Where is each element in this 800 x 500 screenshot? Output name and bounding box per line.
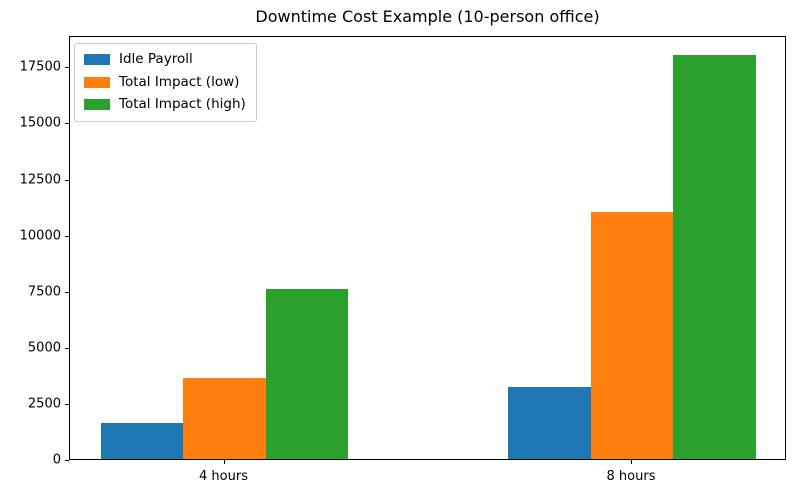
y-tick-mark [65,179,69,181]
y-tick-mark [65,235,69,237]
bar-idle-payroll-8-hours [508,387,591,459]
legend-label: Total Impact (high) [119,96,246,113]
plot-area: Idle Payroll Total Impact (low) Total Impa… [69,36,786,460]
chart-legend: Idle Payroll Total Impact (low) Total Impa… [74,43,257,122]
y-tick-mark [65,347,69,349]
legend-item: Total Impact (low) [84,74,246,92]
chart-title: Downtime Cost Example (10-person office) [255,7,600,26]
y-tick-mark [65,291,69,293]
y-tick-label: 17500 [19,59,61,75]
y-tick-mark [65,460,69,461]
y-tick-label: 2500 [27,396,61,412]
legend-color-swatch-icon [84,54,110,66]
bar-total-impact-low-8-hours [590,212,674,459]
legend-label: Idle Payroll [119,51,193,67]
y-tick-label: 10000 [19,228,61,244]
legend-color-swatch-icon [84,76,110,88]
y-tick-mark [65,123,69,125]
y-tick-label: 0 [52,452,61,468]
x-tick-label: 8 hours [606,469,656,484]
y-tick-label: 15000 [19,115,61,131]
bar-total-impact-low-4-hours [183,378,266,459]
y-tick-mark [65,67,69,69]
y-tick-label: 12500 [19,172,61,188]
bar-total-impact-high-8-hours [673,55,756,459]
y-tick-label: 7500 [27,284,61,300]
y-tick-label: 5000 [27,340,61,356]
legend-color-swatch-icon [84,99,110,111]
bar-total-impact-high-4-hours [265,288,349,459]
legend-label: Total Impact (low) [119,73,240,90]
y-tick-mark [65,403,69,405]
bar-idle-payroll-4-hours [100,423,184,459]
legend-item: Total Impact (high) [84,96,246,114]
x-tick-mark [223,460,225,464]
legend-item: Idle Payroll [84,51,246,69]
x-tick-mark [631,460,632,464]
x-tick-label: 4 hours [199,469,248,484]
